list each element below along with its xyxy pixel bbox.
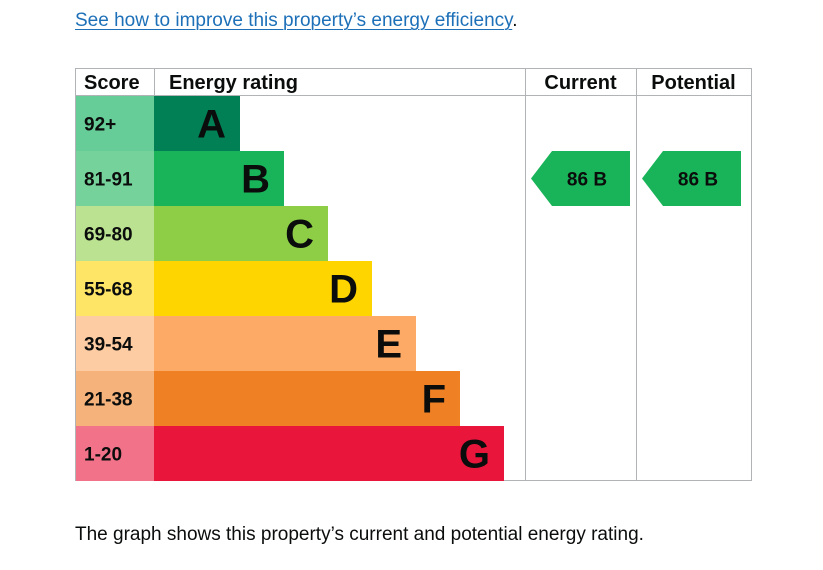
improve-efficiency-line: See how to improve this property’s energ… xyxy=(75,8,518,34)
band-bar-b xyxy=(154,151,284,206)
score-label-a: 92+ xyxy=(84,115,116,136)
current-rating-label: 86 B xyxy=(567,170,607,191)
score-label-f: 21-38 xyxy=(84,390,133,411)
score-cell-g xyxy=(76,426,154,481)
score-cell-f xyxy=(76,371,154,426)
score-cell-b xyxy=(76,151,154,206)
band-bar-f xyxy=(154,371,460,426)
band-bar-g xyxy=(154,426,504,481)
band-letter-e: E xyxy=(375,323,402,367)
potential-rating-label: 86 B xyxy=(678,170,718,191)
header-score: Score xyxy=(84,72,140,94)
header-energy-rating: Energy rating xyxy=(169,72,298,94)
score-cell-d xyxy=(76,261,154,316)
score-cell-e xyxy=(76,316,154,371)
band-bar-c xyxy=(154,206,328,261)
band-bar-a xyxy=(154,96,240,151)
potential-arrow xyxy=(642,151,741,206)
score-cell-a xyxy=(76,96,154,151)
score-label-b: 81-91 xyxy=(84,170,133,191)
score-cell-c xyxy=(76,206,154,261)
score-label-g: 1-20 xyxy=(84,445,122,466)
chart-caption: The graph shows this property’s current … xyxy=(75,524,644,545)
band-letter-d: D xyxy=(329,268,358,312)
header-potential: Potential xyxy=(651,72,735,94)
energy-rating-chart: Score Energy rating Current Potential 92+ A 81… xyxy=(75,68,753,488)
band-letter-f: F xyxy=(422,378,446,422)
band-bar-d xyxy=(154,261,372,316)
band-letter-g: G xyxy=(459,433,490,477)
score-label-d: 55-68 xyxy=(84,280,133,301)
current-arrow xyxy=(531,151,630,206)
score-label-c: 69-80 xyxy=(84,225,133,246)
header-current: Current xyxy=(544,72,617,94)
band-letter-b: B xyxy=(241,158,270,202)
improve-efficiency-link[interactable]: See how to improve this property’s energ… xyxy=(75,10,513,31)
band-bar-e xyxy=(154,316,416,371)
link-suffix: . xyxy=(512,10,518,31)
band-letter-c: C xyxy=(285,213,314,257)
band-letter-a: A xyxy=(197,103,226,147)
score-label-e: 39-54 xyxy=(84,335,133,356)
